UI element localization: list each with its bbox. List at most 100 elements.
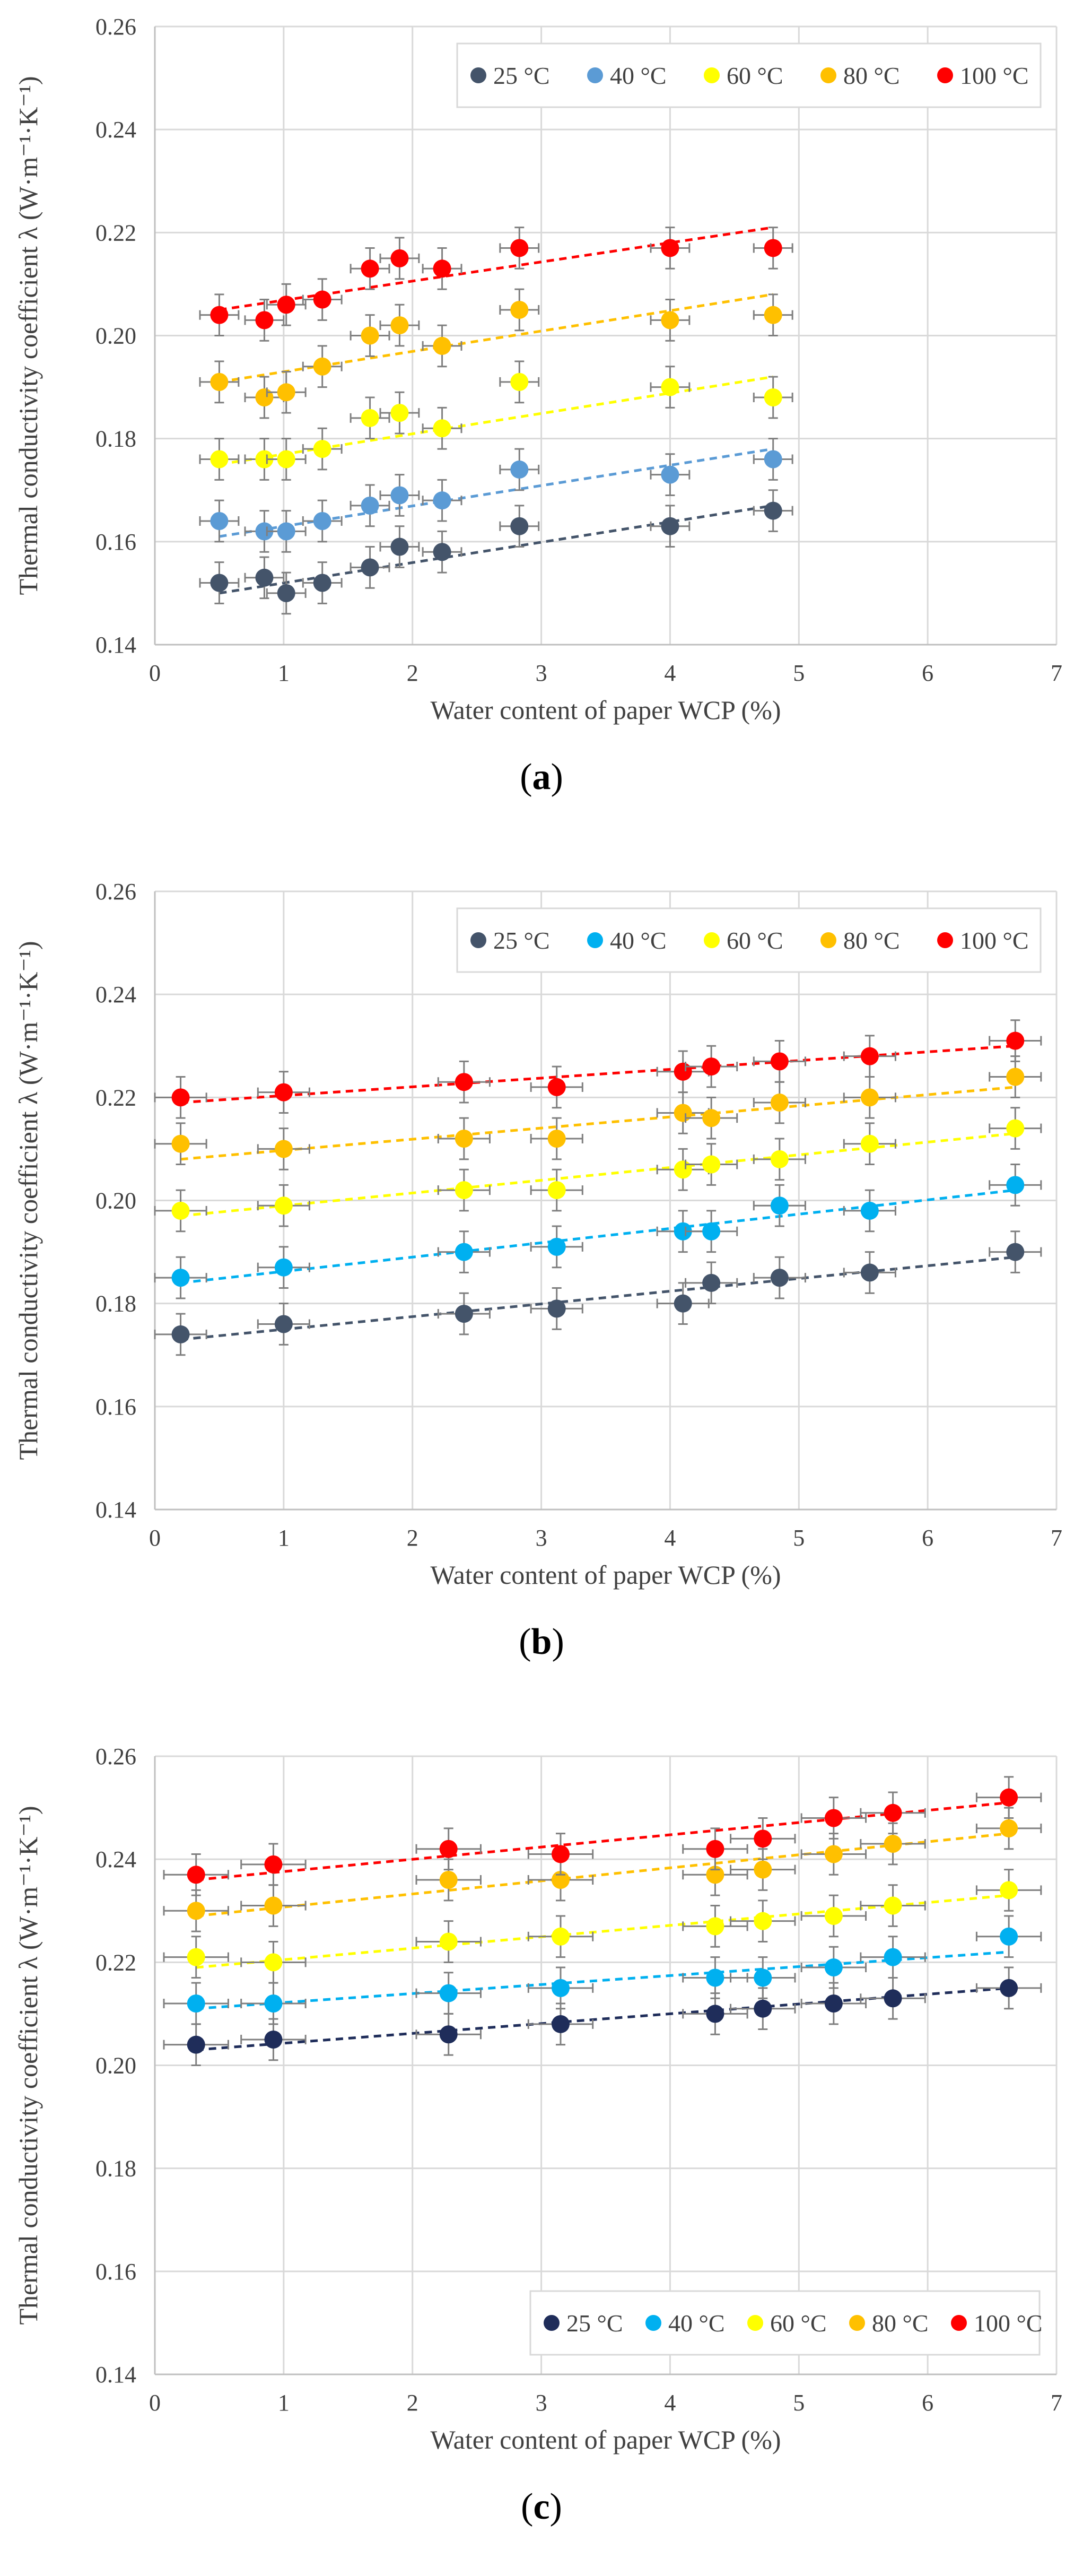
y-axis-title: Thermal conductivity coefficient λ (W·m⁻… — [13, 76, 43, 595]
legend-marker — [937, 67, 953, 83]
x-tick-label: 4 — [664, 660, 676, 686]
data-point — [764, 306, 782, 324]
data-point — [255, 568, 274, 587]
x-tick-label: 6 — [922, 660, 933, 686]
data-point — [860, 1088, 879, 1107]
trendline — [219, 293, 774, 384]
y-tick-label: 0.24 — [95, 982, 136, 1008]
data-point — [455, 1181, 473, 1200]
data-point — [439, 2025, 458, 2044]
data-point — [439, 1984, 458, 2002]
legend-marker — [645, 2315, 661, 2331]
data-point — [255, 388, 274, 406]
data-point — [277, 584, 295, 602]
x-tick-label: 1 — [278, 660, 290, 686]
chart-panel-b: 0 1 2 3 4 5 6 7 0.14 0.16 0.18 0.20 0.22 0.24 0.26 Wate… — [0, 865, 1083, 1682]
x-tick-label: 0 — [149, 660, 161, 686]
y-axis-title: Thermal conductivity coefficient λ (W·m⁻… — [13, 941, 43, 1460]
trendline — [180, 1255, 1016, 1341]
data-point — [1006, 1176, 1025, 1194]
data-point — [361, 409, 379, 427]
legend-marker — [587, 67, 603, 83]
data-point — [255, 311, 274, 329]
trendline — [219, 447, 774, 538]
data-point — [390, 537, 409, 556]
data-point — [547, 1078, 566, 1096]
y-tick-label: 0.22 — [95, 1085, 136, 1111]
y-tick-label: 0.18 — [95, 2156, 136, 2182]
data-point — [661, 311, 679, 329]
y-tick-label: 0.20 — [95, 1188, 136, 1214]
data-point — [433, 419, 451, 438]
panel-label-b: (b) — [519, 1621, 564, 1662]
data-point — [674, 1104, 692, 1122]
data-point — [187, 1948, 205, 1966]
data-point — [552, 1927, 570, 1946]
data-point — [433, 543, 451, 561]
y-tick-label: 0.24 — [95, 1846, 136, 1872]
legend-marker — [820, 67, 836, 83]
legend-label: 40 °C — [610, 927, 667, 954]
y-tick-label: 0.20 — [95, 2053, 136, 2079]
data-point — [547, 1130, 566, 1148]
data-point — [706, 1917, 724, 1936]
data-point — [1000, 1788, 1018, 1807]
x-tick-label: 2 — [407, 1525, 418, 1551]
x-axis-title: Water content of paper WCP (%) — [430, 695, 781, 725]
data-point — [210, 306, 229, 324]
data-point — [754, 1999, 772, 2018]
data-point — [1006, 1068, 1025, 1086]
data-point — [860, 1134, 879, 1153]
data-point — [674, 1062, 692, 1081]
data-point — [210, 512, 229, 530]
data-point — [702, 1109, 721, 1127]
x-tick-label: 5 — [793, 1525, 805, 1551]
y-tick-label: 0.14 — [95, 632, 136, 658]
data-point — [552, 1979, 570, 1997]
y-tick-label: 0.14 — [95, 1497, 136, 1523]
data-point — [770, 1269, 789, 1287]
data-point — [187, 1866, 205, 1884]
data-point — [702, 1057, 721, 1076]
data-point — [255, 522, 274, 541]
legend-marker — [587, 932, 603, 948]
data-point — [264, 2030, 283, 2049]
data-point — [674, 1222, 692, 1241]
x-tick-label: 5 — [793, 2390, 805, 2416]
data-point — [264, 1994, 283, 2013]
data-point — [510, 372, 529, 391]
legend-label: 80 °C — [843, 927, 900, 954]
data-point — [390, 316, 409, 335]
data-point — [313, 290, 331, 309]
legend-marker — [937, 932, 953, 948]
data-point — [455, 1130, 473, 1148]
chart-panel-c: 0 1 2 3 4 5 6 7 0.14 0.16 0.18 0.20 0.22 0.24 0.26 Wate… — [0, 1730, 1083, 2547]
legend-marker — [704, 67, 720, 83]
data-point — [264, 1953, 283, 1972]
data-point — [1000, 1819, 1018, 1837]
data-point — [706, 2005, 724, 2023]
data-point — [552, 2015, 570, 2033]
data-point — [171, 1088, 190, 1107]
legend-marker — [951, 2315, 967, 2331]
data-point — [661, 378, 679, 396]
legend-label: 40 °C — [668, 2310, 725, 2337]
chart-c: 0 1 2 3 4 5 6 7 0.14 0.16 0.18 0.20 0.22 0.24 0.26 Wate… — [13, 1744, 1062, 2454]
data-point — [884, 1803, 902, 1822]
y-tick-label: 0.26 — [95, 1744, 136, 1770]
data-point — [210, 372, 229, 391]
trendline — [196, 1894, 1009, 1969]
panel-label-c: (c) — [521, 2486, 562, 2527]
y-axis-title: Thermal conductivity coefficient λ (W·m⁻… — [13, 1806, 43, 2325]
chart-panel-a: 0 1 2 3 4 5 6 7 0.14 0.16 0.18 0.20 0.22 0.24 0.26 Wate… — [0, 0, 1083, 817]
data-point — [702, 1155, 721, 1174]
data-point — [702, 1222, 721, 1241]
legend-label: 100 °C — [960, 62, 1029, 89]
data-point — [433, 336, 451, 355]
data-point — [884, 1948, 902, 1966]
x-tick-label: 2 — [407, 660, 418, 686]
data-point — [277, 450, 295, 469]
data-point — [171, 1134, 190, 1153]
y-tick-label: 0.24 — [95, 117, 136, 143]
data-point — [764, 501, 782, 520]
